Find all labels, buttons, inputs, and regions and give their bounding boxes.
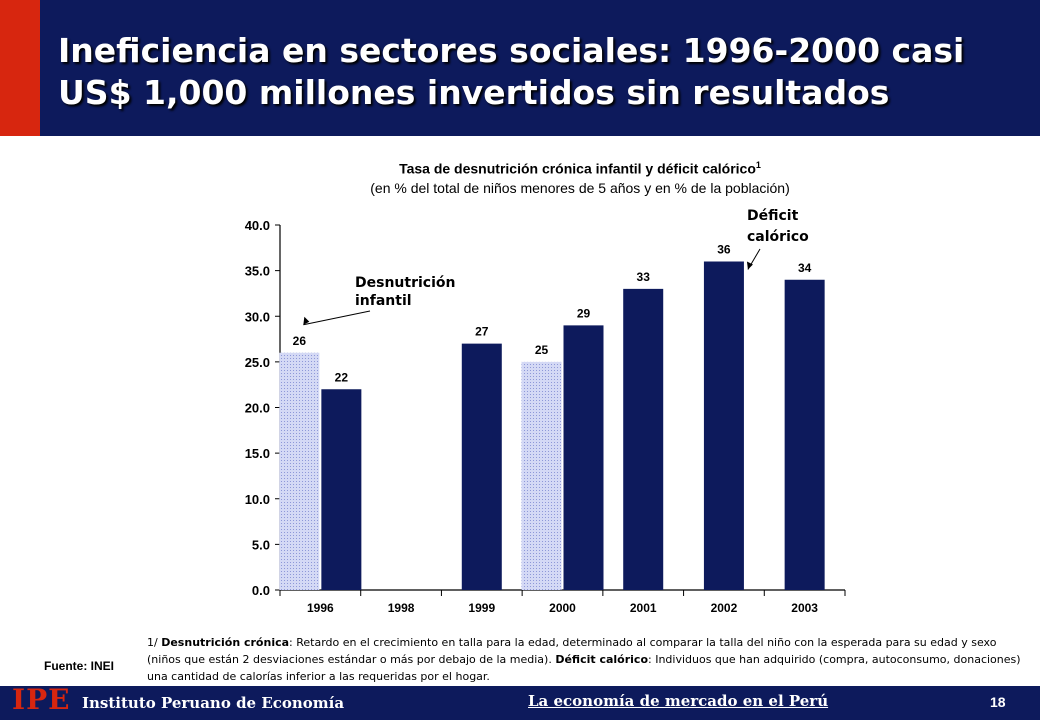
slide-footer: IPE Instituto Peruano de Economía La eco… xyxy=(0,683,1040,720)
x-tick-label: 2000 xyxy=(549,601,576,615)
footnote-term-deficit: Déficit calórico xyxy=(555,653,648,666)
footnote-marker: 1/ xyxy=(147,636,158,649)
organization-name: Instituto Peruano de Economía xyxy=(82,694,345,712)
annotation-desnutricion-line-2: infantil xyxy=(355,293,412,309)
y-tick-label: 25.0 xyxy=(245,355,270,370)
chart-title-footnote-marker: 1 xyxy=(755,160,761,170)
data-label: 34 xyxy=(798,261,812,275)
bar-deficit-calorico xyxy=(461,343,502,590)
data-label: 22 xyxy=(335,370,349,384)
footnote-text-desnutricion: : Retardo en el crecimiento en talla par… xyxy=(147,636,997,666)
bar-deficit-calorico xyxy=(784,279,825,590)
data-label: 26 xyxy=(293,334,307,348)
x-tick-label: 2002 xyxy=(711,601,738,615)
x-tick-label: 2003 xyxy=(791,601,818,615)
x-tick-label: 1996 xyxy=(307,601,334,615)
data-label: 36 xyxy=(717,243,731,257)
footer-slogan: La economía de mercado en el Perú xyxy=(528,692,829,710)
bar-deficit-calorico xyxy=(321,389,362,590)
y-tick-label: 30.0 xyxy=(245,309,270,324)
bar-deficit-calorico xyxy=(703,261,744,590)
data-label: 25 xyxy=(535,343,549,357)
y-tick-label: 5.0 xyxy=(252,537,270,552)
ipe-logo: IPE xyxy=(12,683,71,716)
slide-title-line-2: US$ 1,000 millones invertidos sin result… xyxy=(58,73,890,112)
source-label: Fuente: INEI xyxy=(44,659,115,673)
slide-title: Ineficiencia en sectores sociales: 1996-… xyxy=(58,30,1028,114)
x-tick-label: 2001 xyxy=(630,601,657,615)
bar-deficit-calorico xyxy=(563,325,604,590)
x-tick-label: 1999 xyxy=(468,601,495,615)
annotation-deficit-line-1: Déficit xyxy=(747,208,799,224)
footnote: 1/ Desnutrición crónica: Retardo en el c… xyxy=(147,634,1027,685)
bar-desnutricion-infantil xyxy=(279,352,320,590)
annotation-arrowhead-deficit xyxy=(746,261,753,270)
data-label: 29 xyxy=(577,306,591,320)
data-label: 33 xyxy=(637,270,651,284)
y-tick-label: 20.0 xyxy=(245,401,270,416)
bar-desnutricion-infantil xyxy=(521,361,562,590)
bar-deficit-calorico xyxy=(623,288,664,590)
x-tick-label: 1998 xyxy=(388,601,415,615)
y-tick-label: 15.0 xyxy=(245,446,270,461)
footnote-text-deficit: : Individuos que han adquirido (compra, … xyxy=(147,653,1021,683)
slide-title-line-1: Ineficiencia en sectores sociales: 1996-… xyxy=(58,31,965,70)
bar-chart: 0.0 5.0 10.0 15.0 20.0 25.0 30.0 35.0 40.0 1996 19… xyxy=(245,208,846,615)
page-number: 18 xyxy=(990,694,1006,710)
annotation-desnutricion-line-1: Desnutrición xyxy=(355,275,455,291)
annotation-arrowhead-desnutricion xyxy=(303,316,310,325)
chart-subtitle: (en % del total de niños menores de 5 añ… xyxy=(370,180,790,196)
y-tick-label: 0.0 xyxy=(252,583,270,598)
chart-title: Tasa de desnutrición crónica infantil y … xyxy=(200,160,960,177)
slide-header: Ineficiencia en sectores sociales: 1996-… xyxy=(0,0,1040,136)
header-accent-bar xyxy=(0,0,40,136)
data-label: 27 xyxy=(475,325,489,339)
annotation-deficit-line-2: calórico xyxy=(747,229,809,245)
footnote-term-desnutricion: Desnutrición crónica xyxy=(161,636,290,649)
y-tick-label: 10.0 xyxy=(245,492,270,507)
y-tick-label: 35.0 xyxy=(245,264,270,279)
chart-title-text: Tasa de desnutrición crónica infantil y … xyxy=(399,160,756,177)
annotation-arrow-desnutricion xyxy=(303,310,371,326)
y-tick-label: 40.0 xyxy=(245,218,270,233)
